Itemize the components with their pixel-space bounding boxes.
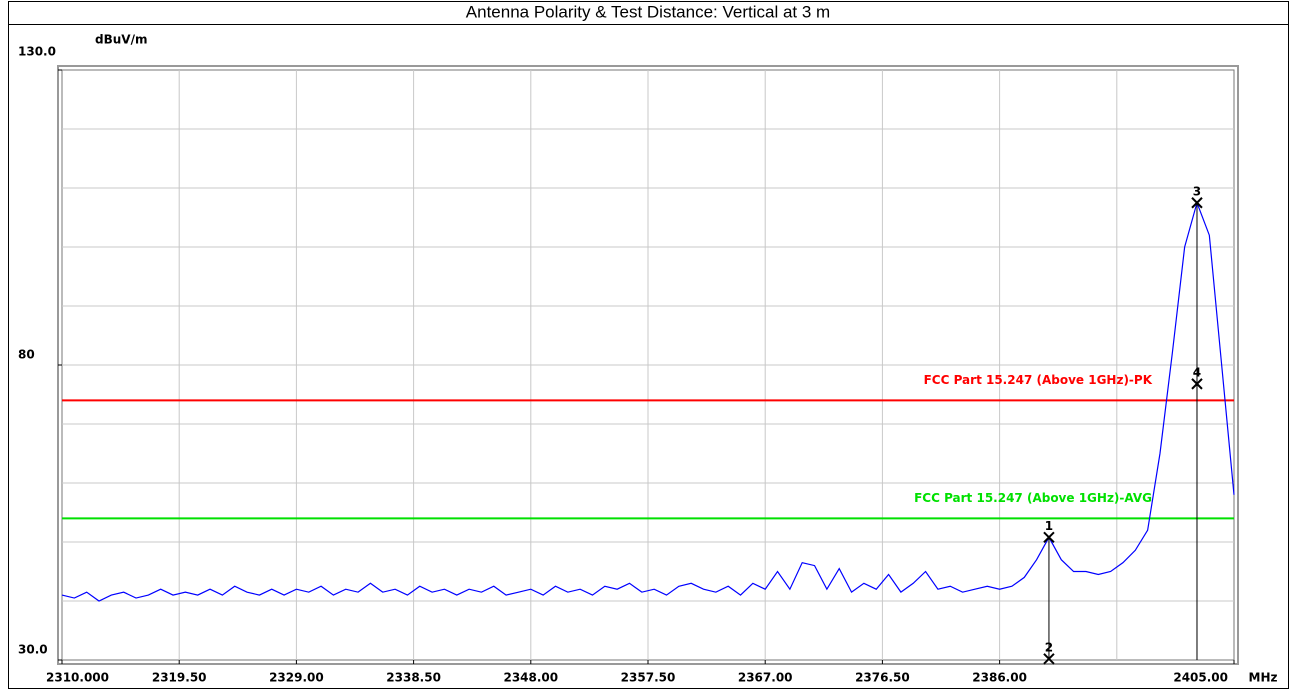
x-unit: MHz [1249,671,1278,685]
y-tick-label: 30.0 [18,643,48,657]
marker [1043,653,1055,665]
marker-label: 1 [1045,519,1053,533]
limit-label: FCC Part 15.247 (Above 1GHz)-PK [924,373,1153,387]
y-tick-label: 130.0 [18,45,56,59]
y-tick-label: 80 [18,348,35,362]
marker-label: 4 [1193,365,1201,379]
x-tick-label: 2376.50 [855,671,910,685]
x-tick-label: 2367.00 [738,671,793,685]
x-tick-label: 2386.00 [972,671,1027,685]
trace [61,200,1235,602]
y-unit: dBuV/m [95,33,147,47]
marker-label: 2 [1045,640,1053,654]
marker [1043,531,1055,543]
x-tick-label: 2338.50 [386,671,441,685]
chart-title: Antenna Polarity & Test Distance: Vertic… [466,2,830,21]
marker-label: 3 [1193,184,1201,198]
x-tick-label: 2310.000 [46,671,109,685]
x-tick-label: 2329.00 [269,671,324,685]
x-tick-label: 2319.50 [152,671,207,685]
marker [1191,197,1203,209]
x-tick-label: 2357.50 [621,671,676,685]
x-tick-label: 2348.00 [503,671,558,685]
marker [1191,378,1203,390]
x-tick-label: 2405.00 [1173,671,1228,685]
limit-label: FCC Part 15.247 (Above 1GHz)-AVG [914,491,1152,505]
